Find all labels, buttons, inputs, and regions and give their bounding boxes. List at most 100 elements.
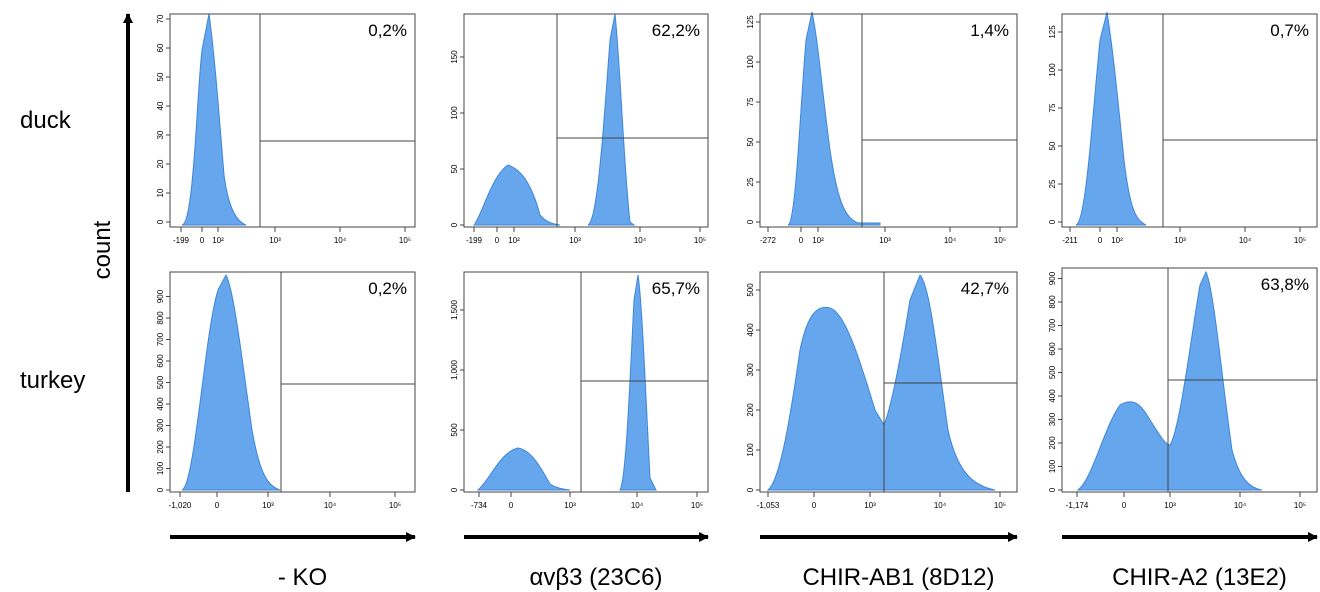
histograms bbox=[181, 11, 1263, 491]
x-tick-label: 10⁴ bbox=[334, 236, 347, 245]
percent-label: 65,7% bbox=[652, 279, 700, 298]
y-tick-label: 125 bbox=[746, 15, 755, 29]
y-tick-label: 400 bbox=[156, 397, 165, 411]
x-tick-label: 10⁵ bbox=[994, 501, 1006, 510]
y-tick-label: 100 bbox=[156, 461, 165, 475]
column-label: αvβ3 (23C6) bbox=[529, 564, 662, 591]
y-tick-label: 200 bbox=[156, 440, 165, 454]
x-tick-label: 0 bbox=[799, 236, 804, 245]
histogram bbox=[766, 274, 996, 491]
percent-label: 63,8% bbox=[1261, 275, 1309, 294]
histogram bbox=[181, 13, 247, 226]
x-tick-label: 10⁴ bbox=[634, 236, 647, 245]
y-tick-label: 500 bbox=[1048, 365, 1057, 379]
x-tick-label: 10⁴ bbox=[631, 501, 644, 510]
x-tick-label: 0 bbox=[1098, 236, 1103, 245]
y-tick-label: 400 bbox=[1048, 389, 1057, 403]
y-tick-label: 900 bbox=[1048, 271, 1057, 285]
y-tick-label: 300 bbox=[1048, 412, 1057, 426]
percent-label: 62,2% bbox=[652, 21, 700, 40]
y-tick-label: 700 bbox=[156, 332, 165, 346]
percent-label: 0,7% bbox=[1270, 21, 1309, 40]
y-tick-label: 200 bbox=[746, 403, 755, 417]
y-tick-label: 25 bbox=[1048, 179, 1057, 188]
x-tick-label: 0 bbox=[200, 236, 205, 245]
panel-frame bbox=[759, 271, 1018, 493]
x-tick-label: -211 bbox=[1062, 236, 1078, 245]
y-tick-label: 0 bbox=[450, 222, 459, 227]
x-tick-label: -734 bbox=[471, 501, 488, 510]
panel-frame bbox=[1061, 13, 1318, 228]
percent-label: 0,2% bbox=[368, 279, 407, 298]
x-tick-label: 10⁴ bbox=[1239, 236, 1252, 245]
x-tick-label: 0 bbox=[215, 501, 220, 510]
x-tick-label: 10³ bbox=[1174, 236, 1186, 245]
x-tick-label: 10⁵ bbox=[399, 236, 411, 245]
column-label: CHIR-AB1 (8D12) bbox=[802, 564, 994, 591]
y-tick-label: 100 bbox=[746, 443, 755, 457]
x-tick-label: 10³ bbox=[262, 501, 274, 510]
y-tick-label: 0 bbox=[746, 219, 755, 224]
x-tick-label: 10⁴ bbox=[934, 501, 947, 510]
percent-label: 42,7% bbox=[961, 279, 1009, 298]
x-tick-label: -199 bbox=[466, 236, 483, 245]
x-tick-label: 10² bbox=[812, 236, 824, 245]
y-tick-label: 75 bbox=[746, 97, 755, 106]
x-tick-label: 10⁵ bbox=[694, 236, 706, 245]
x-tick-label: 10² bbox=[212, 236, 224, 245]
y-tick-label: 25 bbox=[746, 177, 755, 186]
x-tick-label: 10⁴ bbox=[1234, 501, 1247, 510]
y-tick-label: 700 bbox=[1048, 318, 1057, 332]
histogram bbox=[787, 11, 881, 226]
x-tick-label: -199 bbox=[173, 236, 190, 245]
y-axis-label: count bbox=[89, 220, 116, 279]
panel-frame bbox=[169, 13, 416, 228]
y-tick-label: 1,000 bbox=[450, 359, 459, 380]
column-label: - KO bbox=[278, 564, 327, 591]
x-tick-label: 0 bbox=[509, 501, 514, 510]
y-tick-label: 0 bbox=[156, 487, 165, 492]
y-tick-label: 100 bbox=[746, 55, 755, 69]
x-tick-label: 10³ bbox=[564, 501, 576, 510]
y-tick-label: 500 bbox=[746, 283, 755, 297]
histogram bbox=[472, 13, 636, 226]
x-tick-label: -1,053 bbox=[757, 501, 780, 510]
axes: count duck turkey - KO αvβ3 (23C6) CHIR-AB1 (… bbox=[20, 13, 1318, 591]
y-tick-label: 300 bbox=[156, 418, 165, 432]
y-tick-label: 200 bbox=[1048, 436, 1057, 450]
panel-frame bbox=[759, 13, 1018, 228]
histogram bbox=[181, 273, 281, 491]
y-tick-label: 400 bbox=[746, 323, 755, 337]
y-tick-label: 1,500 bbox=[450, 299, 459, 320]
y-tick-label: 600 bbox=[1048, 342, 1057, 356]
histogram bbox=[1075, 11, 1147, 226]
y-tick-label: 60 bbox=[156, 43, 165, 52]
y-tick-label: 30 bbox=[156, 130, 165, 139]
x-tick-label: 10⁵ bbox=[994, 236, 1006, 245]
x-tick-label: 10³ bbox=[269, 236, 281, 245]
x-tick-label: 10³ bbox=[569, 236, 581, 245]
x-tick-label: 10⁵ bbox=[389, 501, 401, 510]
y-tick-label: 300 bbox=[746, 363, 755, 377]
x-tick-label: 10³ bbox=[1164, 501, 1176, 510]
y-tick-label: 500 bbox=[450, 423, 459, 437]
x-tick-label: 10⁵ bbox=[1294, 236, 1306, 245]
y-tick-label: 100 bbox=[1048, 459, 1057, 473]
y-tick-label: 0 bbox=[1048, 219, 1057, 224]
y-tick-label: 800 bbox=[156, 311, 165, 325]
y-tick-label: 600 bbox=[156, 354, 165, 368]
x-tick-label: 10³ bbox=[864, 501, 876, 510]
panel-frame bbox=[463, 271, 709, 493]
y-tick-label: 50 bbox=[156, 72, 165, 81]
y-tick-label: 0 bbox=[746, 487, 755, 492]
y-tick-label: 10 bbox=[156, 188, 165, 197]
y-tick-label: 70 bbox=[156, 14, 165, 23]
y-tick-label: 0 bbox=[156, 219, 165, 224]
percent-label: 1,4% bbox=[970, 21, 1009, 40]
y-tick-label: 100 bbox=[450, 106, 459, 120]
y-tick-label: 0 bbox=[450, 487, 459, 492]
y-tick-label: 0 bbox=[1048, 487, 1057, 492]
x-tick-label: 10⁴ bbox=[944, 236, 957, 245]
x-tick-label: 10⁵ bbox=[691, 501, 703, 510]
